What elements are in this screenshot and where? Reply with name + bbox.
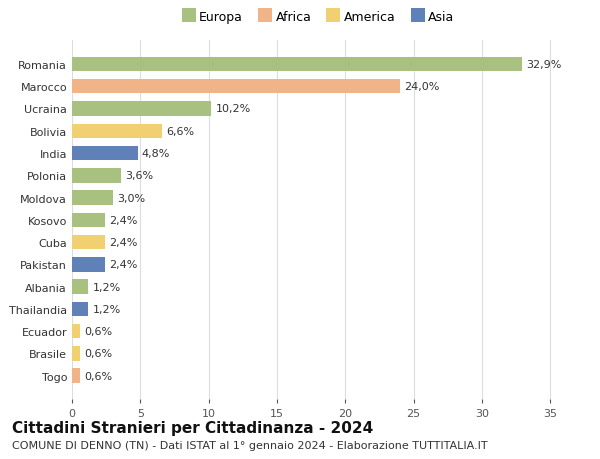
- Bar: [72, 257, 105, 272]
- Bar: [72, 213, 105, 228]
- Bar: [72, 235, 105, 250]
- Text: 24,0%: 24,0%: [404, 82, 439, 92]
- Bar: [72, 124, 162, 139]
- Text: 0,6%: 0,6%: [84, 371, 112, 381]
- Text: 6,6%: 6,6%: [166, 127, 194, 136]
- Text: 1,2%: 1,2%: [92, 304, 121, 314]
- Bar: [72, 191, 113, 205]
- Bar: [72, 57, 521, 72]
- Legend: Europa, Africa, America, Asia: Europa, Africa, America, Asia: [176, 6, 460, 29]
- Text: 0,6%: 0,6%: [84, 326, 112, 336]
- Text: COMUNE DI DENNO (TN) - Dati ISTAT al 1° gennaio 2024 - Elaborazione TUTTITALIA.I: COMUNE DI DENNO (TN) - Dati ISTAT al 1° …: [12, 440, 488, 450]
- Text: 2,4%: 2,4%: [109, 215, 137, 225]
- Bar: [72, 280, 88, 294]
- Text: 1,2%: 1,2%: [92, 282, 121, 292]
- Bar: [72, 146, 137, 161]
- Text: 2,4%: 2,4%: [109, 260, 137, 270]
- Bar: [72, 80, 400, 94]
- Bar: [72, 369, 80, 383]
- Text: 10,2%: 10,2%: [215, 104, 251, 114]
- Text: 32,9%: 32,9%: [526, 60, 561, 70]
- Bar: [72, 168, 121, 183]
- Bar: [72, 102, 211, 117]
- Bar: [72, 324, 80, 339]
- Text: 0,6%: 0,6%: [84, 349, 112, 358]
- Bar: [72, 302, 88, 316]
- Bar: [72, 347, 80, 361]
- Text: 3,6%: 3,6%: [125, 171, 154, 181]
- Text: 3,0%: 3,0%: [117, 193, 145, 203]
- Text: Cittadini Stranieri per Cittadinanza - 2024: Cittadini Stranieri per Cittadinanza - 2…: [12, 420, 373, 435]
- Text: 4,8%: 4,8%: [142, 149, 170, 159]
- Text: 2,4%: 2,4%: [109, 238, 137, 247]
